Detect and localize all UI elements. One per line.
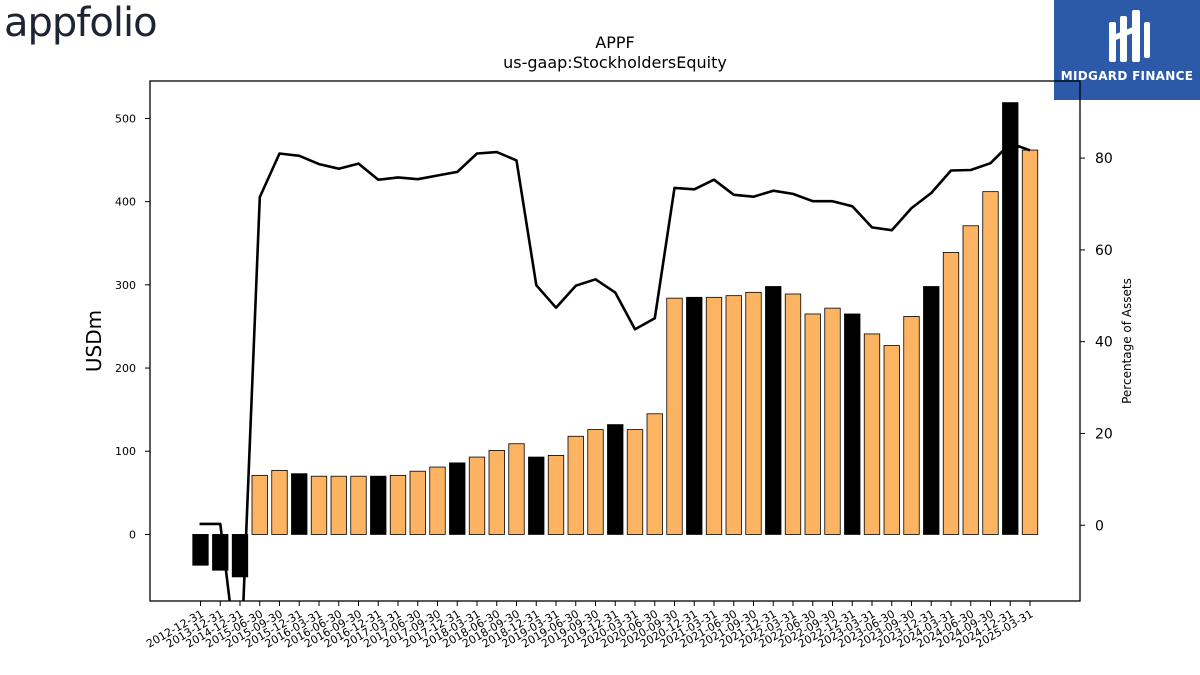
bar-2022-06-30 <box>804 313 821 535</box>
y2-tick-label: 60 <box>1095 243 1113 259</box>
bar-2021-06-30 <box>725 295 742 535</box>
bar-2015-06-30 <box>251 474 268 535</box>
bar-2017-06-30 <box>409 470 426 535</box>
left-axis: 0 100 200 300 400 500 <box>115 112 150 541</box>
y-axis-label: USDm <box>82 310 106 372</box>
percentage-of-assets-line <box>199 142 1031 601</box>
bar-2017-03-31 <box>389 474 407 535</box>
bar-2019-06-30 <box>567 435 584 535</box>
bar-2023-12-31 <box>923 286 940 535</box>
bar-2022-03-31 <box>784 293 802 535</box>
midgard-brand-text: MIDGARD FINANCE <box>1060 69 1194 83</box>
y-tick-label: 0 <box>129 528 136 541</box>
bar-2025-03-31 <box>1021 149 1039 535</box>
bar-series <box>192 102 1039 578</box>
y2-axis-label: Percentage of Assets <box>1120 278 1134 404</box>
y-tick-label: 100 <box>115 445 136 458</box>
bar-2018-12-31 <box>528 456 545 535</box>
bar-2021-09-30 <box>745 291 762 535</box>
bar-2020-03-31 <box>626 429 644 535</box>
bar-2016-03-31 <box>310 475 328 535</box>
bar-2020-06-30 <box>646 413 663 535</box>
bar-2017-09-30 <box>429 466 446 535</box>
bar-2018-03-31 <box>468 456 486 535</box>
chart-title: APPF <box>595 33 634 52</box>
bar-2019-12-31 <box>607 424 624 535</box>
bar-2012-12-31 <box>192 534 209 566</box>
bar-2020-09-30 <box>666 297 683 535</box>
bar-2021-12-31 <box>765 286 782 535</box>
bar-2024-06-30 <box>962 225 979 535</box>
y-tick-label: 200 <box>115 362 136 375</box>
y2-tick-label: 40 <box>1095 335 1113 351</box>
chart-subtitle: us-gaap:StockholdersEquity <box>503 53 727 72</box>
bar-2019-09-30 <box>587 429 604 535</box>
bar-2021-03-31 <box>705 296 723 535</box>
bar-2018-06-30 <box>488 450 505 535</box>
bar-2022-09-30 <box>824 307 841 535</box>
bar-2022-12-31 <box>844 313 861 535</box>
right-axis: 0 20 40 60 80 <box>1080 151 1113 534</box>
bar-2024-12-31 <box>1002 102 1019 535</box>
bottom-axis: 2012-12-312013-12-312014-12-312015-06-30… <box>144 601 1036 651</box>
bar-2024-09-30 <box>982 191 999 535</box>
bar-2016-12-31 <box>370 475 387 535</box>
y-tick-label: 300 <box>115 279 136 292</box>
midgard-mark-icon <box>1109 10 1150 62</box>
y2-tick-label: 0 <box>1095 518 1104 534</box>
bar-2018-09-30 <box>508 443 525 535</box>
bar-2020-12-31 <box>686 296 703 535</box>
bar-2015-09-30 <box>271 469 288 535</box>
bar-2019-03-31 <box>547 454 565 535</box>
bar-2023-09-30 <box>903 316 920 535</box>
y-tick-label: 500 <box>115 112 136 125</box>
bar-2024-03-31 <box>942 251 960 535</box>
line-series <box>199 142 1031 601</box>
bar-2015-12-31 <box>291 473 308 535</box>
bar-2023-06-30 <box>883 345 900 535</box>
appfolio-logo: appfolio <box>4 0 158 46</box>
bar-2016-09-30 <box>350 475 367 535</box>
midgard-finance-logo: MIDGARD FINANCE <box>1054 0 1200 100</box>
y2-tick-label: 80 <box>1095 151 1113 167</box>
y2-tick-label: 20 <box>1095 426 1113 442</box>
y-tick-label: 400 <box>115 196 136 209</box>
bar-2017-12-31 <box>449 462 466 535</box>
bar-2023-03-31 <box>863 333 881 535</box>
bar-2016-06-30 <box>330 475 347 535</box>
